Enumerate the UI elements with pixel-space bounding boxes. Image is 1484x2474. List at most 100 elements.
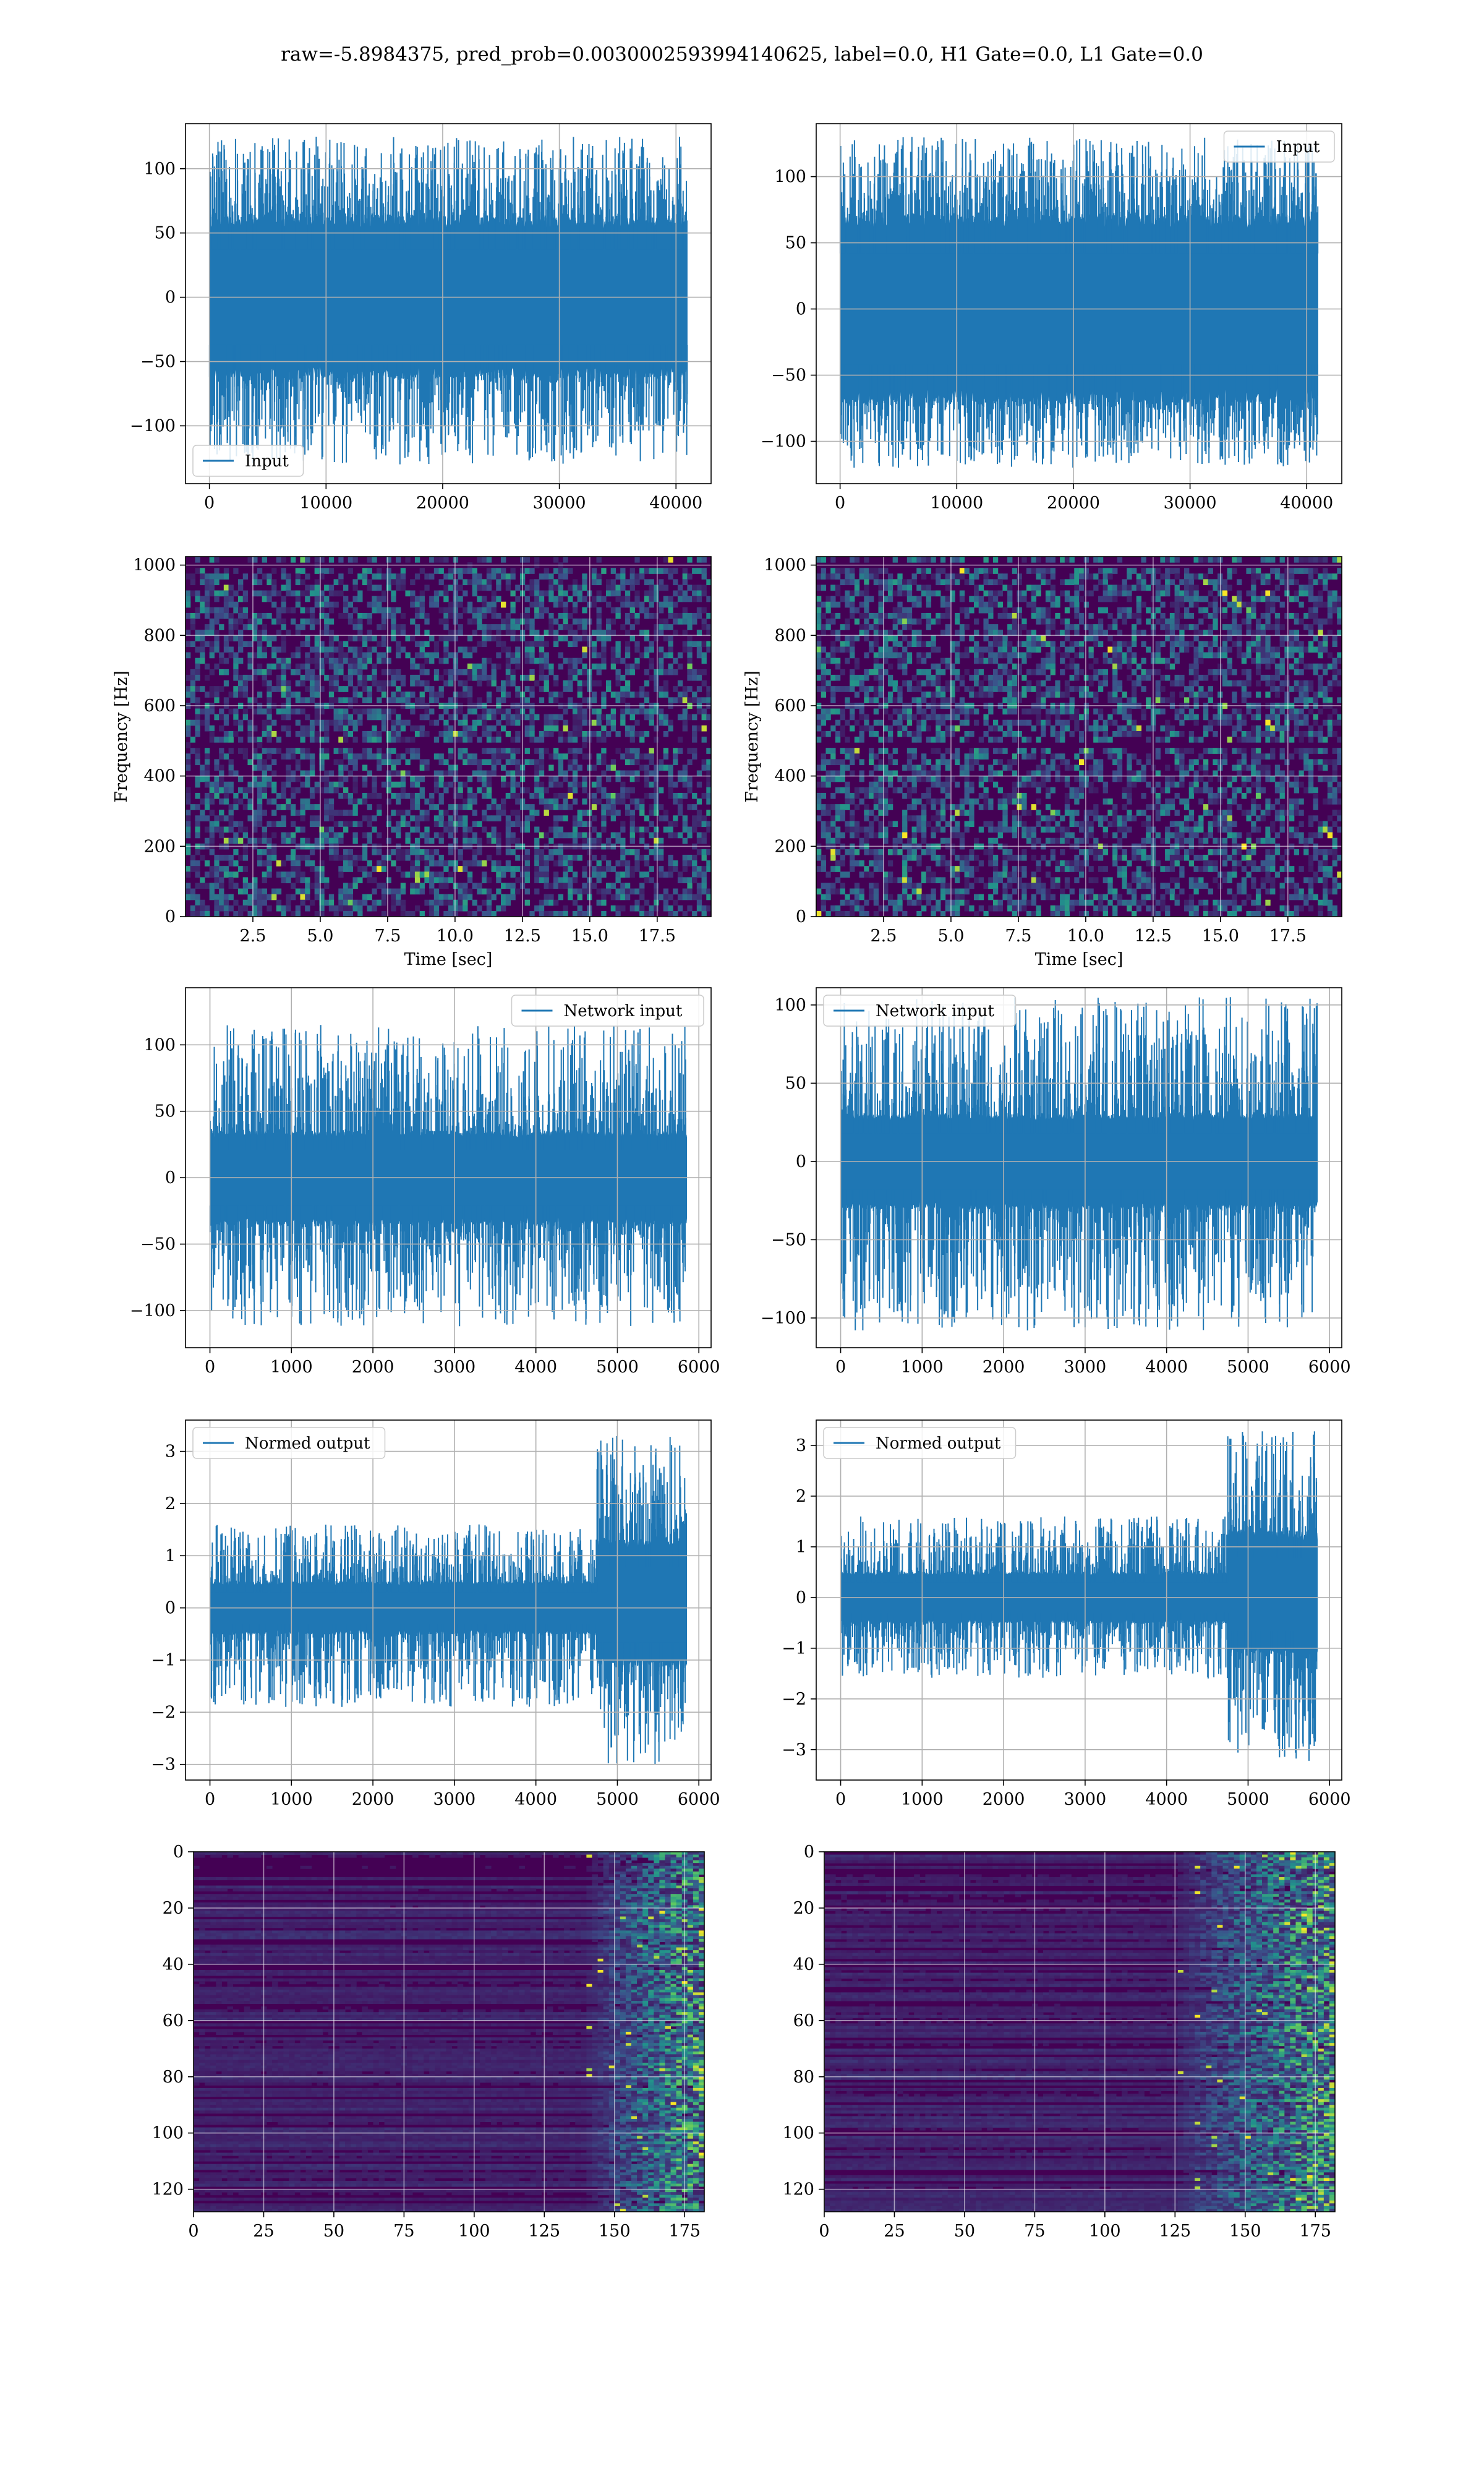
x-tick-label: 0	[819, 2222, 829, 2241]
heatmap-cells	[186, 557, 711, 917]
panel-normed-output-l1: 0 1000 2000 3000 4000 5000 6000 −3 −2 −1 0 1 2 3 Norme…	[782, 1419, 1351, 1809]
legend-label: Network input	[876, 1002, 994, 1021]
x-tick-label: 5000	[596, 1790, 639, 1809]
panel-input-h1: 0 10000 20000 30000 40000 −100 −50 0 50 100 Input	[130, 123, 712, 513]
heatmap-cells	[824, 1852, 1335, 2212]
legend-label: Input	[245, 452, 289, 471]
y-tick-label: 1	[165, 1546, 176, 1565]
x-tick-label: 30000	[533, 494, 586, 513]
legend: Network input	[823, 995, 1017, 1027]
x-tick-label: 25	[884, 2222, 905, 2241]
y-tick-label: 600	[143, 696, 176, 716]
y-tick-label: 0	[165, 288, 176, 307]
x-tick-label: 5000	[596, 1358, 639, 1377]
x-tick-label: 10000	[299, 494, 352, 513]
x-axis-label: Time [sec]	[1035, 950, 1124, 969]
y-tick-label: 100	[143, 160, 176, 179]
y-tick-label: 100	[774, 168, 806, 187]
grid	[816, 988, 1342, 1348]
x-tick-label: 4000	[514, 1358, 557, 1377]
x-tick-label: 2000	[983, 1358, 1025, 1377]
y-tick-label: 400	[143, 767, 176, 786]
figure-title: raw=-5.8984375, pred_prob=0.003000259399…	[0, 43, 1484, 66]
y-tick-label: 100	[782, 2124, 814, 2143]
x-tick-label: 20000	[416, 494, 469, 513]
x-tick-label: 1000	[270, 1358, 313, 1377]
y-tick-label: −2	[782, 1690, 806, 1709]
legend: Normed output	[823, 1427, 1017, 1459]
y-tick-label: 3	[796, 1436, 806, 1455]
y-tick-label: 1000	[133, 556, 176, 575]
grid	[186, 124, 711, 484]
x-tick-label: 3000	[433, 1790, 476, 1809]
panel-spectrogram-l1: 2.5 5.0 7.5 10.0 12.5 15.0 17.5 0 200 400 600 800 10…	[743, 556, 1342, 969]
axes-frame	[185, 123, 712, 484]
x-tick-label: 2.5	[870, 927, 897, 946]
legend-box	[823, 995, 1017, 1027]
x-tick-label: 0	[205, 1358, 215, 1377]
x-tick-label: 0	[204, 494, 215, 513]
y-tick-label: 1	[796, 1538, 806, 1557]
panel-network-input-l1: 0 1000 2000 3000 4000 5000 6000 −100 −50 0 50 100 Ne…	[761, 987, 1351, 1377]
y-tick-label: 60	[163, 2011, 184, 2031]
y-tick-label: 20	[163, 1899, 184, 1918]
y-tick-label: 0	[796, 1588, 806, 1607]
y-tick-label: 50	[785, 234, 806, 253]
y-tick-label: 0	[804, 1843, 814, 1862]
x-tick-label: 1000	[901, 1790, 944, 1809]
y-tick-label: −50	[771, 366, 806, 385]
y-tick-label: 0	[173, 1843, 184, 1862]
x-tick-label: 75	[1024, 2222, 1045, 2241]
x-tick-label: 5.0	[937, 927, 964, 946]
x-tick-label: 3000	[433, 1358, 476, 1377]
grid	[816, 1420, 1342, 1780]
x-tick-label: 3000	[1064, 1790, 1107, 1809]
x-tick-label: 10.0	[437, 927, 474, 946]
x-tick-label: 15.0	[1202, 927, 1239, 946]
legend-box	[1223, 131, 1335, 163]
legend-box	[192, 445, 304, 477]
axes-frame	[193, 1851, 705, 2212]
x-tick-label: 5000	[1227, 1358, 1269, 1377]
plot-area	[186, 1420, 711, 1780]
legend-label: Network input	[564, 1002, 683, 1021]
x-tick-label: 5000	[1227, 1790, 1269, 1809]
x-tick-label: 100	[1089, 2222, 1121, 2241]
y-tick-label: −3	[151, 1755, 176, 1774]
x-tick-label: 1000	[901, 1358, 944, 1377]
x-tick-label: 3000	[1064, 1358, 1107, 1377]
x-tick-label: 4000	[1145, 1358, 1188, 1377]
x-tick-label: 17.5	[639, 927, 676, 946]
grid	[824, 1852, 1335, 2212]
x-tick-label: 10.0	[1067, 927, 1104, 946]
grid	[186, 1420, 711, 1780]
y-tick-label: −100	[761, 432, 806, 452]
axes-frame	[816, 556, 1342, 917]
panel-spectrogram-h1: 2.5 5.0 7.5 10.0 12.5 15.0 17.5 0 200 400 600 800 10…	[112, 556, 712, 969]
plot-area	[186, 557, 711, 917]
x-tick-label: 6000	[1308, 1790, 1351, 1809]
y-tick-label: −1	[782, 1639, 806, 1658]
y-tick-label: 0	[796, 1152, 806, 1171]
legend: Input	[192, 445, 304, 477]
y-tick-label: 200	[143, 837, 176, 856]
legend-label: Normed output	[876, 1434, 1001, 1453]
legend-label: Input	[1276, 138, 1320, 156]
x-tick-label: 150	[1229, 2222, 1261, 2241]
y-tick-label: 50	[155, 1102, 176, 1121]
x-tick-label: 15.0	[571, 927, 608, 946]
x-tick-label: 175	[668, 2222, 701, 2241]
y-tick-label: 800	[774, 626, 806, 645]
grid	[186, 988, 711, 1348]
axes-frame	[816, 123, 1342, 484]
y-tick-label: 0	[165, 1599, 176, 1618]
legend-box	[823, 1427, 1017, 1459]
y-axis-label: Frequency [Hz]	[743, 670, 762, 802]
y-tick-label: −2	[151, 1703, 176, 1722]
y-tick-label: 0	[165, 1168, 176, 1188]
y-tick-label: 50	[155, 224, 176, 243]
x-tick-label: 4000	[514, 1790, 557, 1809]
axes-frame	[185, 556, 712, 917]
heatmap-cells	[194, 1852, 704, 2212]
